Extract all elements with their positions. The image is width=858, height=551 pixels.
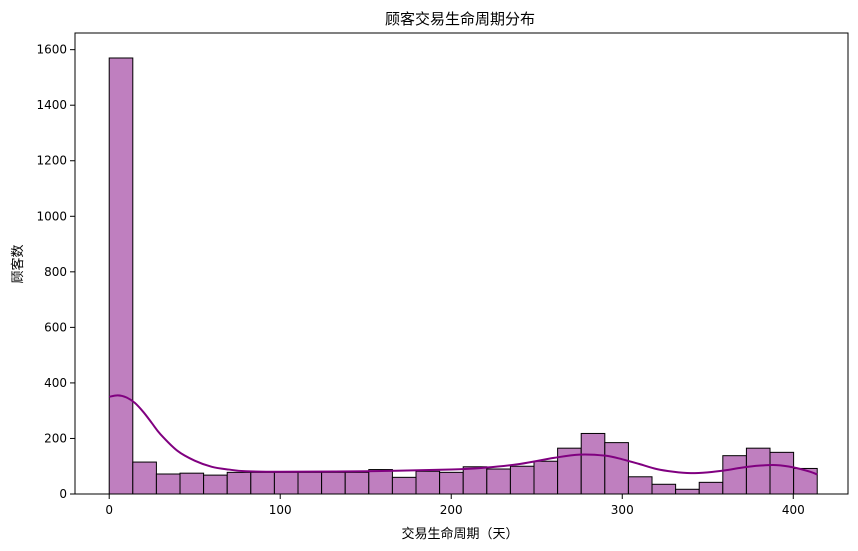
chart-title: 顾客交易生命周期分布 [385,10,535,28]
y-tick-label: 0 [59,487,67,501]
histogram-bar [203,474,228,495]
y-axis-ticks: 0 200 400 600 800 1000 1200 1400 1600 [36,43,75,501]
y-tick-label: 800 [44,265,67,279]
x-tick-label: 200 [440,503,463,517]
histogram-bar [486,468,511,495]
histogram-bar [344,471,370,495]
histogram-bar [604,442,629,495]
plot-frame [74,32,849,495]
bars-group [108,57,818,495]
histogram-bar [580,432,606,495]
histogram-bar [675,488,700,495]
histogram-bar [250,471,275,495]
histogram-bar [745,447,771,495]
histogram-bar [627,476,653,495]
histogram-bar [533,460,559,495]
x-tick-label: 400 [782,503,805,517]
histogram-bar [769,451,795,495]
histogram-bar [462,466,488,495]
x-tick-label: 300 [611,503,634,517]
y-tick-label: 1200 [36,154,67,168]
histogram-bar [368,469,393,495]
histogram-bar [155,473,181,495]
histogram-bar [132,461,157,495]
histogram-bar [321,471,346,495]
y-tick-label: 400 [44,376,67,390]
histogram-bar [297,471,323,495]
x-axis-label: 交易生命周期（天） [401,526,518,542]
histogram-bar [415,470,441,495]
histogram-bar [722,455,747,495]
histogram-bar [108,57,134,495]
y-tick-label: 1400 [36,98,67,112]
histogram-bar [509,465,535,495]
y-tick-label: 600 [44,320,67,334]
x-axis-ticks: 0 100 200 300 400 [105,494,805,517]
histogram-bar [273,471,299,495]
x-tick-label: 0 [105,503,113,517]
kde-curve [109,394,818,476]
histogram-bar [439,471,464,495]
y-tick-label: 1000 [36,209,67,223]
histogram-bar [179,472,205,495]
y-axis-label: 顾客数 [10,244,26,283]
histogram-bar [226,471,252,495]
y-tick-label: 200 [44,431,67,445]
y-tick-label: 1600 [36,43,67,57]
histogram-bar [698,481,724,495]
histogram-bar [651,483,677,495]
histogram-bar [391,476,417,495]
x-tick-label: 100 [269,503,292,517]
